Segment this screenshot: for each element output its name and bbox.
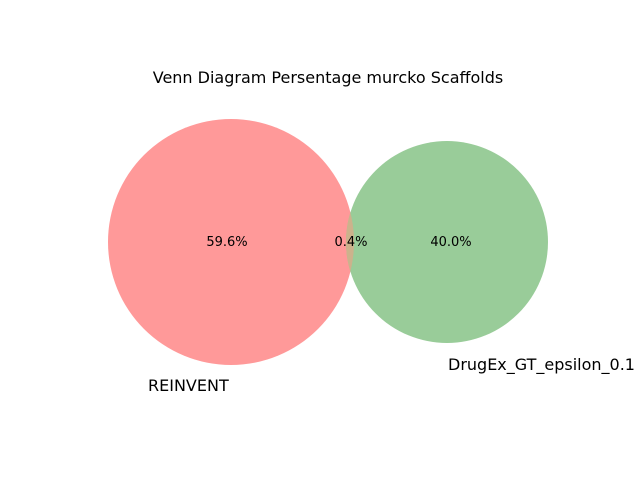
left-only-percentage: 59.6% (206, 235, 247, 250)
overlap-percentage: 0.4% (334, 235, 367, 250)
set-circle-drugex (346, 141, 548, 343)
set-label-reinvent: REINVENT (148, 376, 229, 395)
set-label-drugex: DrugEx_GT_epsilon_0.1 (448, 355, 635, 375)
diagram-title: Venn Diagram Persentage murcko Scaffolds (153, 68, 504, 87)
right-only-percentage: 40.0% (430, 235, 471, 250)
set-circle-reinvent (108, 119, 354, 365)
